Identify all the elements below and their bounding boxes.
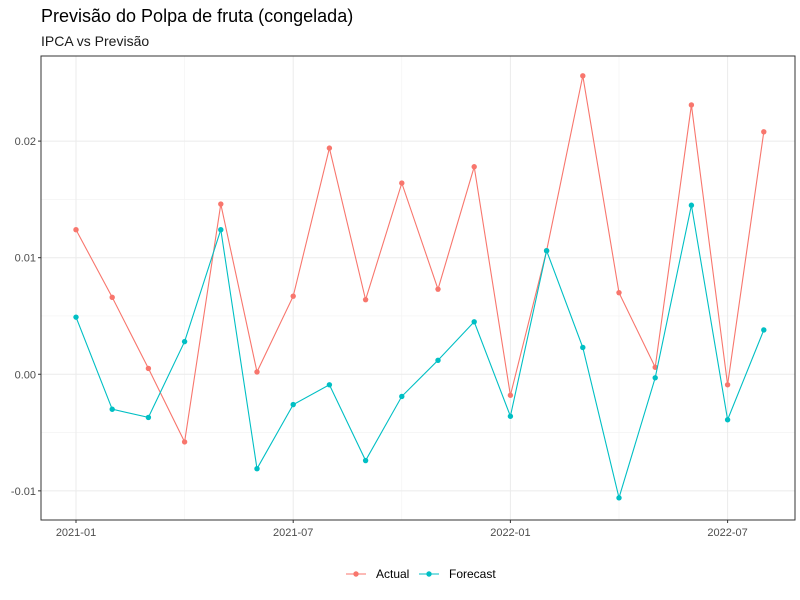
- data-point-forecast: [290, 401, 296, 408]
- legend-key-point: [353, 571, 359, 577]
- data-point-forecast: [652, 375, 658, 381]
- data-point-forecast: [254, 466, 260, 472]
- chart-title: Previsão do Polpa de fruta (congelada): [41, 6, 354, 26]
- legend-label: Actual: [376, 567, 409, 581]
- data-point-actual: [109, 294, 115, 301]
- data-point-actual: [362, 296, 369, 303]
- data-point-actual: [254, 369, 260, 375]
- y-tick-label: 0.00: [15, 369, 36, 381]
- series-line-actual: [75, 75, 765, 444]
- x-tick-label: 2021-07: [273, 527, 313, 539]
- legend-item-forecast: Forecast: [419, 567, 496, 581]
- data-point-forecast: [471, 319, 477, 325]
- data-point-forecast: [580, 344, 586, 351]
- axes: -0.01 0.00 0.01 0.02 2021-01 2021-07 2022-01 20…: [11, 136, 748, 539]
- plot-panel: [40, 55, 796, 521]
- data-point-actual: [652, 364, 658, 370]
- data-point-forecast: [688, 202, 695, 208]
- data-point-forecast: [218, 227, 224, 233]
- series-actual: [73, 73, 767, 445]
- data-point-actual: [616, 289, 622, 296]
- data-point-actual: [326, 145, 333, 151]
- data-point-actual: [145, 365, 152, 372]
- data-point-actual: [435, 286, 441, 292]
- legend: Actual Forecast: [346, 567, 496, 581]
- series-line-forecast: [75, 205, 765, 500]
- data-point-forecast: [507, 413, 514, 419]
- data-point-actual: [218, 201, 224, 207]
- data-point-forecast: [761, 327, 767, 333]
- data-point-forecast: [543, 247, 550, 254]
- y-tick-label: 0.02: [15, 136, 36, 148]
- x-tick-label: 2022-01: [490, 527, 530, 539]
- x-tick-label: 2021-01: [56, 527, 96, 539]
- grid: [41, 56, 795, 520]
- data-point-actual: [471, 164, 477, 170]
- data-point-forecast: [181, 338, 188, 345]
- data-point-actual: [181, 439, 188, 445]
- data-point-forecast: [362, 457, 369, 464]
- x-tick-label: 2022-07: [707, 527, 747, 539]
- data-point-actual: [399, 180, 405, 186]
- data-point-actual: [507, 392, 514, 398]
- data-point-forecast: [435, 357, 441, 363]
- series-forecast: [73, 202, 767, 501]
- data-point-forecast: [326, 382, 333, 388]
- data-point-forecast: [109, 406, 115, 412]
- y-tick-label: 0.01: [15, 253, 36, 265]
- data-point-forecast: [399, 393, 405, 400]
- data-point-forecast: [73, 314, 79, 320]
- legend-item-actual: Actual: [346, 567, 409, 581]
- data-point-forecast: [724, 417, 731, 423]
- data-point-actual: [688, 102, 695, 108]
- data-point-actual: [761, 129, 767, 135]
- legend-key-point: [426, 571, 432, 577]
- data-point-actual: [724, 382, 731, 388]
- chart-subtitle: IPCA vs Previsão: [41, 33, 150, 49]
- data-point-forecast: [145, 414, 152, 421]
- data-point-actual: [290, 293, 296, 299]
- data-point-forecast: [616, 495, 622, 501]
- legend-label: Forecast: [449, 567, 496, 581]
- data-point-actual: [73, 227, 79, 233]
- data-point-actual: [580, 73, 586, 79]
- y-tick-label: -0.01: [11, 486, 36, 498]
- series: [73, 73, 767, 501]
